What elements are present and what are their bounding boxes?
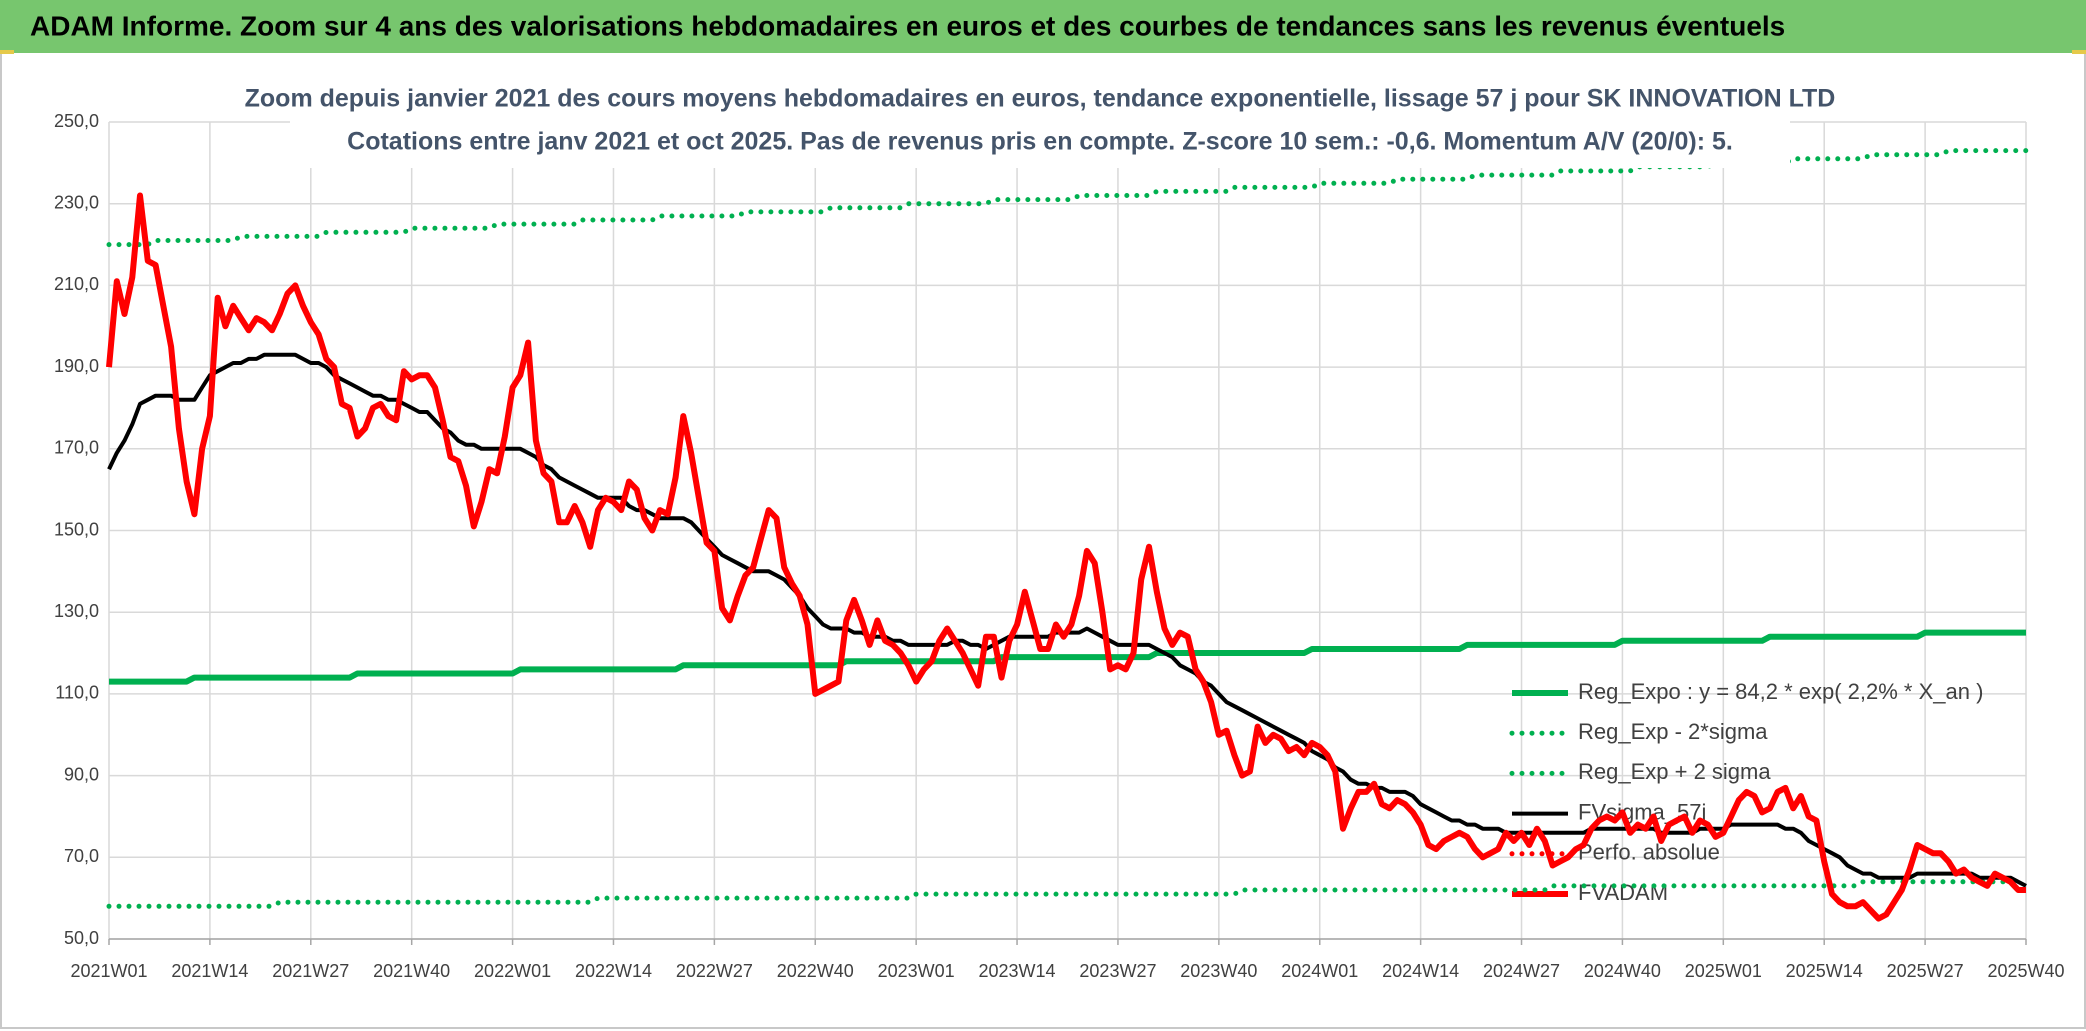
y-tick-label: 190,0 (54, 356, 99, 376)
x-tick-label: 2021W14 (171, 961, 248, 981)
x-tick-label: 2022W27 (676, 961, 753, 981)
title-bar-accent (2072, 50, 2086, 54)
plot-lines (106, 148, 2029, 922)
y-tick-label: 90,0 (64, 764, 99, 784)
title-bar-accent (0, 50, 14, 54)
x-tick-label: 2025W14 (1786, 961, 1863, 981)
series-line (106, 879, 2013, 909)
x-tick-label: 2023W27 (1079, 961, 1156, 981)
x-tick-label: 2025W01 (1685, 961, 1762, 981)
legend-label: Reg_Exp + 2 sigma (1578, 759, 1771, 784)
x-tick-label: 2021W40 (373, 961, 450, 981)
x-tick-label: 2023W40 (1180, 961, 1257, 981)
legend: Reg_Expo : y = 84,2 * exp( 2,2% * X_an )… (1509, 679, 1983, 905)
chart-title: ADAM Informe. Zoom sur 4 ans des valoris… (30, 10, 1785, 41)
x-tick-label: 2024W14 (1382, 961, 1459, 981)
x-tick-label: 2024W01 (1281, 961, 1358, 981)
y-tick-label: 70,0 (64, 846, 99, 866)
x-tick-label: 2022W01 (474, 961, 551, 981)
legend-label: Reg_Expo : y = 84,2 * exp( 2,2% * X_an ) (1578, 679, 1983, 704)
series-line (106, 192, 2026, 922)
series-line (106, 148, 2029, 248)
x-tick-label: 2023W01 (878, 961, 955, 981)
subtitle-box (290, 74, 1790, 168)
legend-label: Reg_Exp - 2*sigma (1578, 719, 1768, 744)
x-tick-label: 2021W01 (70, 961, 147, 981)
series-line (109, 629, 2026, 685)
y-tick-label: 110,0 (55, 683, 99, 703)
y-tick-label: 150,0 (54, 519, 99, 539)
x-tick-label: 2025W40 (1987, 961, 2064, 981)
axes: 50,0 70,0 90,0 110,0 130,0 150,0 170,0 190,0 210… (54, 111, 2065, 981)
y-tick-label: 230,0 (54, 192, 99, 212)
chart-subtitle: Cotations entre janv 2021 et oct 2025. P… (347, 128, 1733, 156)
x-tick-label: 2023W14 (979, 961, 1056, 981)
chart-subtitle: Zoom depuis janvier 2021 des cours moyen… (245, 85, 1836, 113)
title-bar (0, 0, 2086, 53)
x-tick-label: 2022W40 (777, 961, 854, 981)
y-tick-label: 130,0 (54, 601, 99, 621)
y-tick-label: 170,0 (54, 438, 99, 458)
x-tick-label: 2025W27 (1887, 961, 1964, 981)
y-tick-label: 210,0 (54, 274, 99, 294)
legend-label: Perfo. absolue (1578, 840, 1720, 865)
x-tick-label: 2022W14 (575, 961, 652, 981)
x-tick-label: 2021W27 (272, 961, 349, 981)
y-tick-label: 250,0 (54, 111, 99, 131)
y-tick-label: 50,0 (64, 928, 99, 948)
x-tick-label: 2024W27 (1483, 961, 1560, 981)
x-tick-label: 2024W40 (1584, 961, 1661, 981)
